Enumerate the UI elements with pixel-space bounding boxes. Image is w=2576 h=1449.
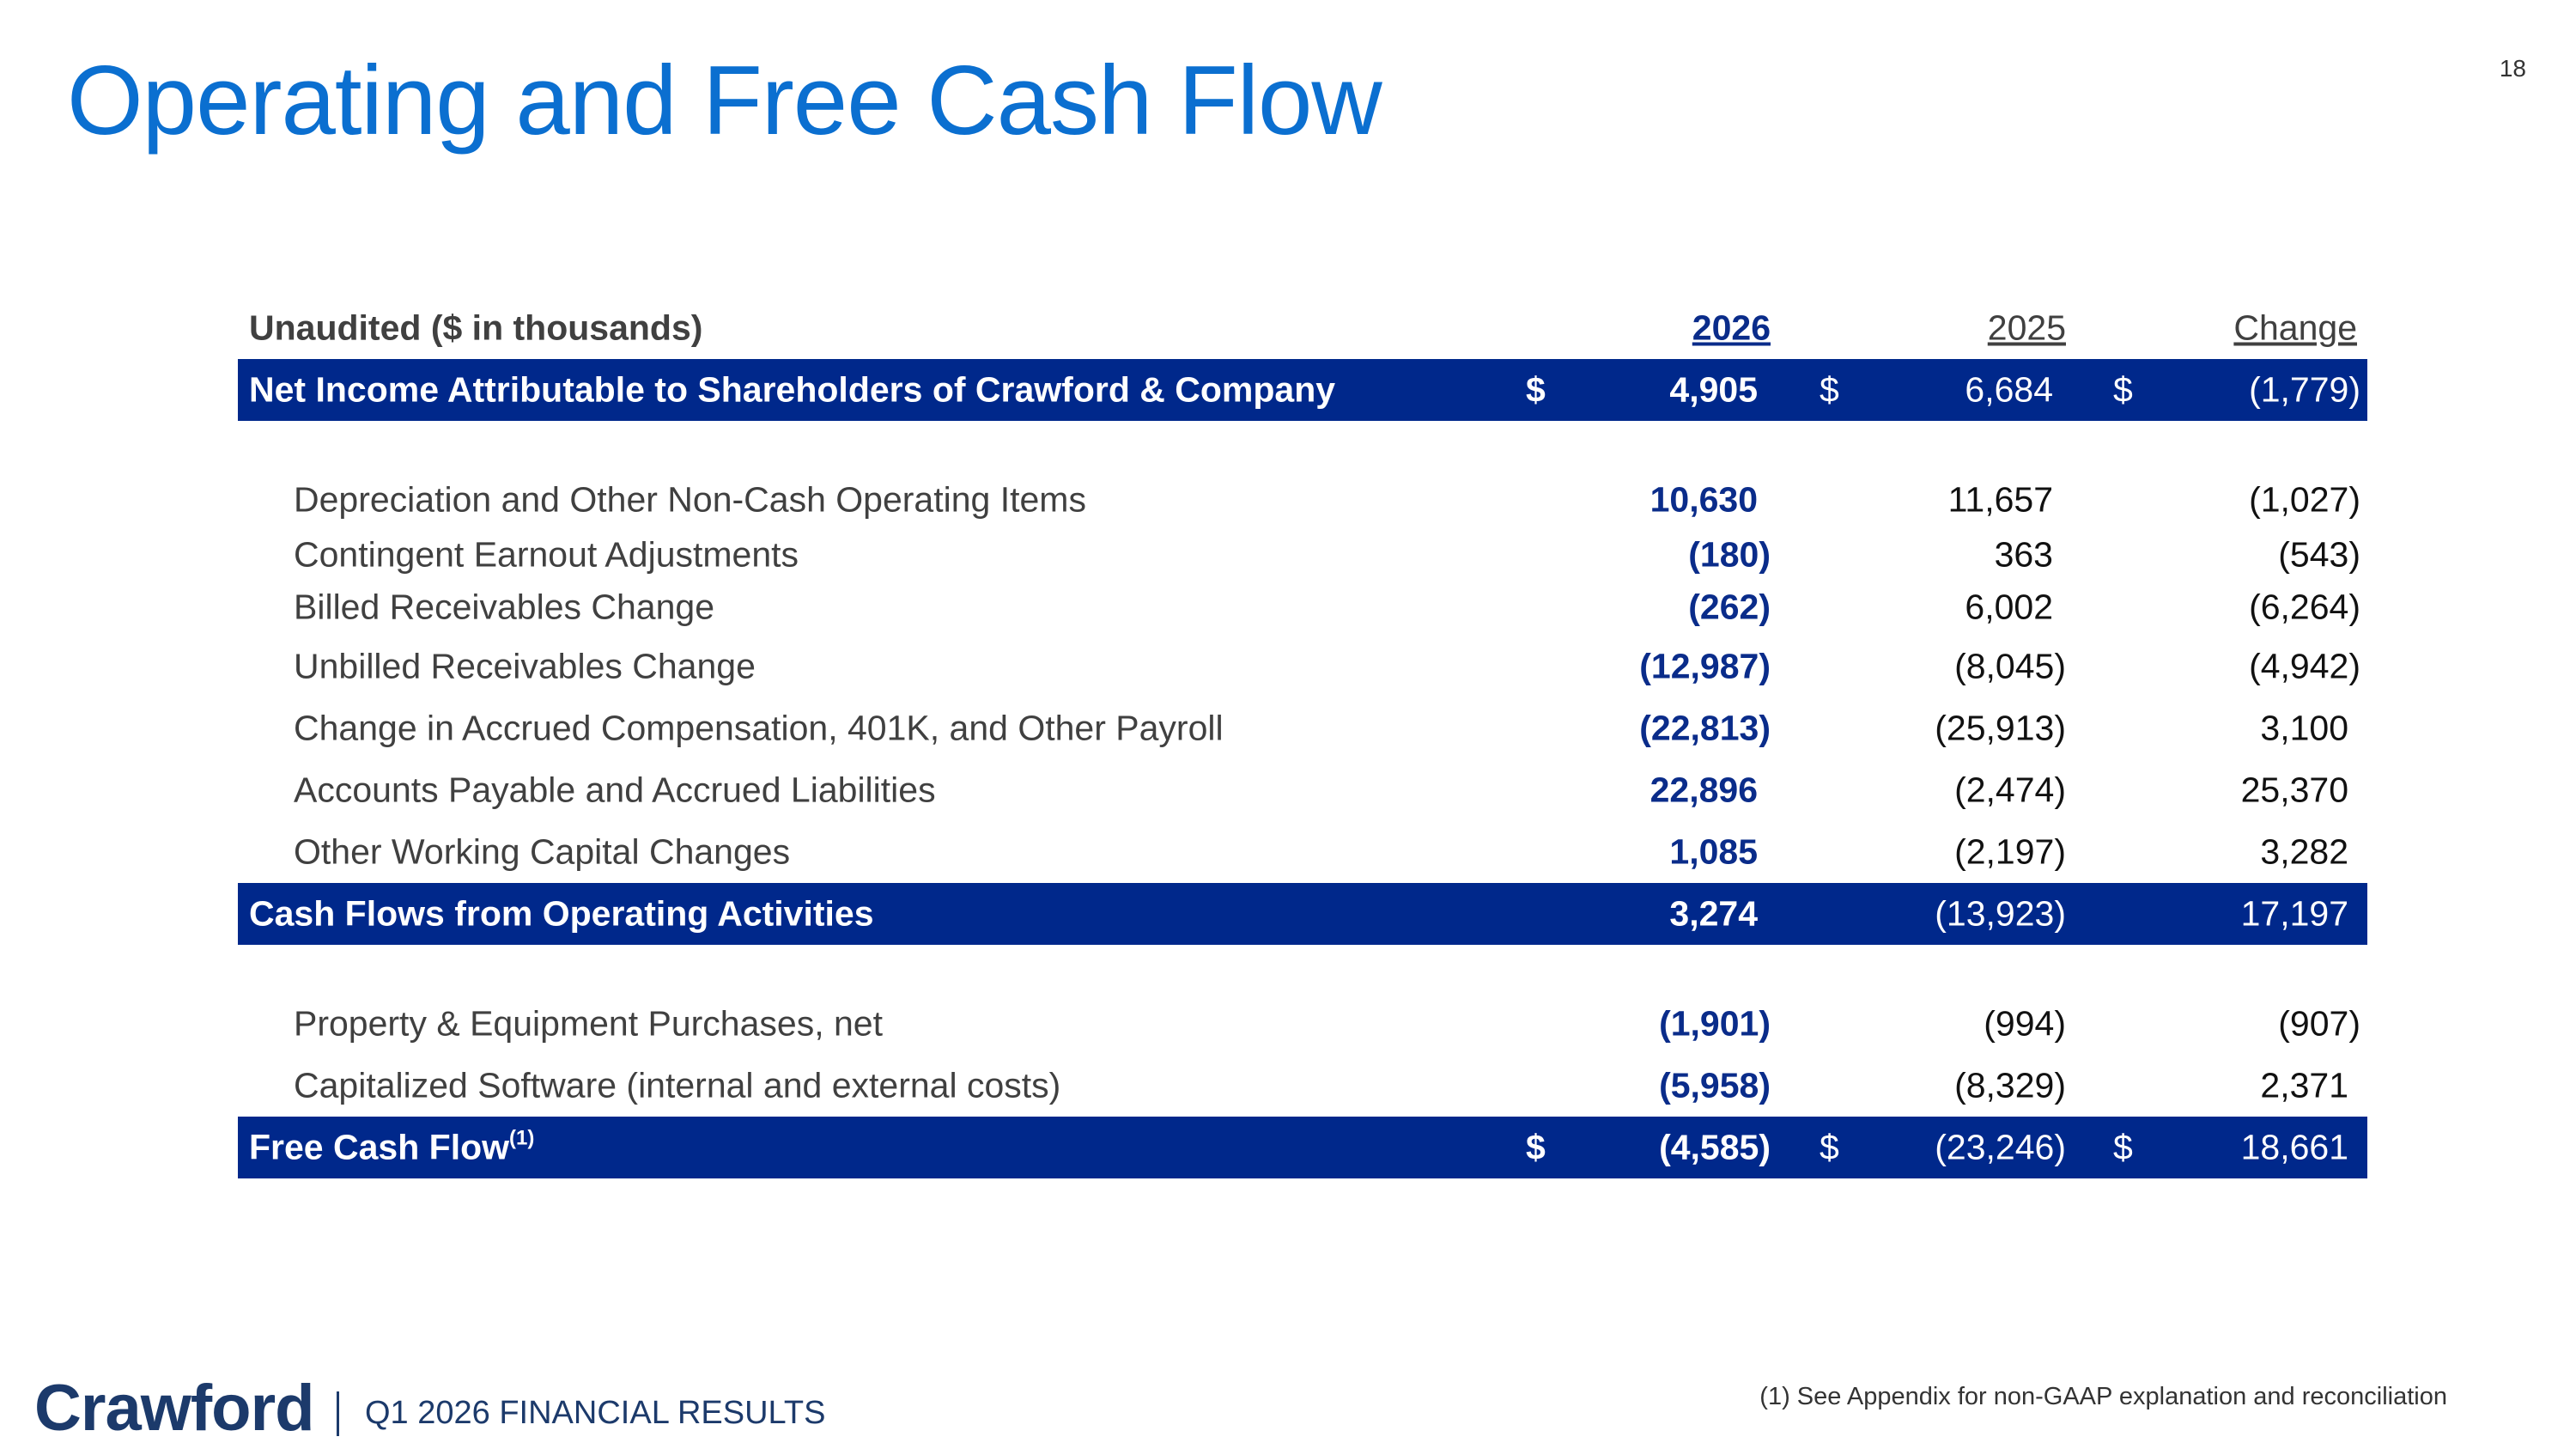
row-value-2026: (1,901) xyxy=(1659,1003,1771,1044)
page-number: 18 xyxy=(2499,55,2526,82)
row-label: Depreciation and Other Non-Cash Operatin… xyxy=(294,479,1086,520)
free-cash-flow-label: Free Cash Flow(1) xyxy=(249,1126,535,1168)
net-income-change-currency: $ xyxy=(2113,369,2133,410)
free-cash-flow-row: Free Cash Flow(1) $ (4,585) $ (23,246) $… xyxy=(238,1117,2367,1178)
free-cash-flow-2026-currency: $ xyxy=(1526,1127,1546,1167)
crawford-logo: Crawford xyxy=(34,1372,315,1445)
spacer xyxy=(238,421,2367,469)
row-value-2026: 10,630 xyxy=(1649,479,1758,520)
net-income-2026-currency: $ xyxy=(1526,369,1546,410)
row-value-change: 3,282 xyxy=(2260,831,2348,872)
row-label: Accounts Payable and Accrued Liabilities xyxy=(294,770,936,810)
row-value-2025: 11,657 xyxy=(1947,479,2053,520)
row-value-change: (1,027) xyxy=(2249,479,2360,520)
operating-cash-flow-2026-value: 3,274 xyxy=(1669,893,1758,934)
spacer xyxy=(238,945,2367,993)
net-income-row: Net Income Attributable to Shareholders … xyxy=(238,359,2367,421)
row-value-2026: (12,987) xyxy=(1639,646,1771,686)
table-row: Contingent Earnout Adjustments (180) 363… xyxy=(238,531,2367,579)
row-label: Property & Equipment Purchases, net xyxy=(294,1003,883,1044)
row-value-2025: 363 xyxy=(1994,534,2053,575)
row-label: Capitalized Software (internal and exter… xyxy=(294,1065,1061,1105)
free-cash-flow-2026-value: (4,585) xyxy=(1659,1127,1771,1167)
row-label: Change in Accrued Compensation, 401K, an… xyxy=(294,708,1224,748)
free-cash-flow-change-value: 18,661 xyxy=(2240,1127,2348,1167)
row-value-2026: 1,085 xyxy=(1669,831,1758,872)
page-title: Operating and Free Cash Flow xyxy=(67,46,1382,155)
footnote-marker: (1) xyxy=(509,1126,535,1150)
row-label: Billed Receivables Change xyxy=(294,587,715,627)
footnote: (1) See Appendix for non-GAAP explanatio… xyxy=(1759,1383,2447,1410)
row-value-2026: (180) xyxy=(1688,534,1771,575)
footer-divider xyxy=(337,1391,339,1436)
net-income-2025-value: 6,684 xyxy=(1965,369,2053,410)
row-label: Contingent Earnout Adjustments xyxy=(294,534,799,575)
free-cash-flow-2025-currency: $ xyxy=(1820,1127,1839,1167)
table-row: Other Working Capital Changes 1,085 (2,1… xyxy=(238,821,2367,883)
row-value-change: (907) xyxy=(2278,1003,2360,1044)
table-row: Billed Receivables Change (262) 6,002 (6… xyxy=(238,579,2367,636)
row-value-2025: (8,329) xyxy=(1954,1065,2066,1105)
row-value-2025: (25,913) xyxy=(1935,708,2066,748)
net-income-label: Net Income Attributable to Shareholders … xyxy=(249,369,1336,410)
row-value-2025: (2,474) xyxy=(1954,770,2066,810)
net-income-change-value: (1,779) xyxy=(2249,369,2360,410)
column-header-2026: 2026 xyxy=(1692,307,1771,348)
column-header-change: Change xyxy=(2233,307,2357,348)
footer-subtitle: Q1 2026 FINANCIAL RESULTS xyxy=(365,1395,826,1431)
row-value-change: (6,264) xyxy=(2249,587,2360,627)
row-value-2026: (5,958) xyxy=(1659,1065,1771,1105)
net-income-2025-currency: $ xyxy=(1820,369,1839,410)
row-value-2025: (8,045) xyxy=(1954,646,2066,686)
cash-flow-table: Unaudited ($ in thousands) 2026 2025 Cha… xyxy=(238,297,2367,1178)
row-value-2025: (994) xyxy=(1984,1003,2066,1044)
table-header-row: Unaudited ($ in thousands) 2026 2025 Cha… xyxy=(238,297,2367,359)
table-row: Property & Equipment Purchases, net (1,9… xyxy=(238,993,2367,1055)
row-value-2026: (22,813) xyxy=(1639,708,1771,748)
row-value-change: (543) xyxy=(2278,534,2360,575)
row-value-2026: 22,896 xyxy=(1649,770,1758,810)
table-row: Change in Accrued Compensation, 401K, an… xyxy=(238,697,2367,759)
free-cash-flow-change-currency: $ xyxy=(2113,1127,2133,1167)
operating-cash-flow-2025-value: (13,923) xyxy=(1935,893,2066,934)
table-header-label: Unaudited ($ in thousands) xyxy=(249,307,703,348)
free-cash-flow-2025-value: (23,246) xyxy=(1935,1127,2066,1167)
net-income-2026-value: 4,905 xyxy=(1669,369,1758,410)
row-value-change: 3,100 xyxy=(2260,708,2348,748)
operating-cash-flow-label: Cash Flows from Operating Activities xyxy=(249,893,874,934)
row-value-change: (4,942) xyxy=(2249,646,2360,686)
operating-cash-flow-change-value: 17,197 xyxy=(2240,893,2348,934)
table-row: Accounts Payable and Accrued Liabilities… xyxy=(238,759,2367,821)
row-value-2025: (2,197) xyxy=(1954,831,2066,872)
table-row: Depreciation and Other Non-Cash Operatin… xyxy=(238,469,2367,531)
row-value-2026: (262) xyxy=(1688,587,1771,627)
row-value-change: 2,371 xyxy=(2260,1065,2348,1105)
table-row: Capitalized Software (internal and exter… xyxy=(238,1055,2367,1117)
free-cash-flow-label-text: Free Cash Flow xyxy=(249,1127,510,1167)
table-row: Unbilled Receivables Change (12,987) (8,… xyxy=(238,636,2367,697)
column-header-2025: 2025 xyxy=(1987,307,2066,348)
row-value-2025: 6,002 xyxy=(1965,587,2053,627)
row-label: Other Working Capital Changes xyxy=(294,831,791,872)
row-label: Unbilled Receivables Change xyxy=(294,646,756,686)
operating-cash-flow-row: Cash Flows from Operating Activities 3,2… xyxy=(238,883,2367,945)
row-value-change: 25,370 xyxy=(2240,770,2348,810)
